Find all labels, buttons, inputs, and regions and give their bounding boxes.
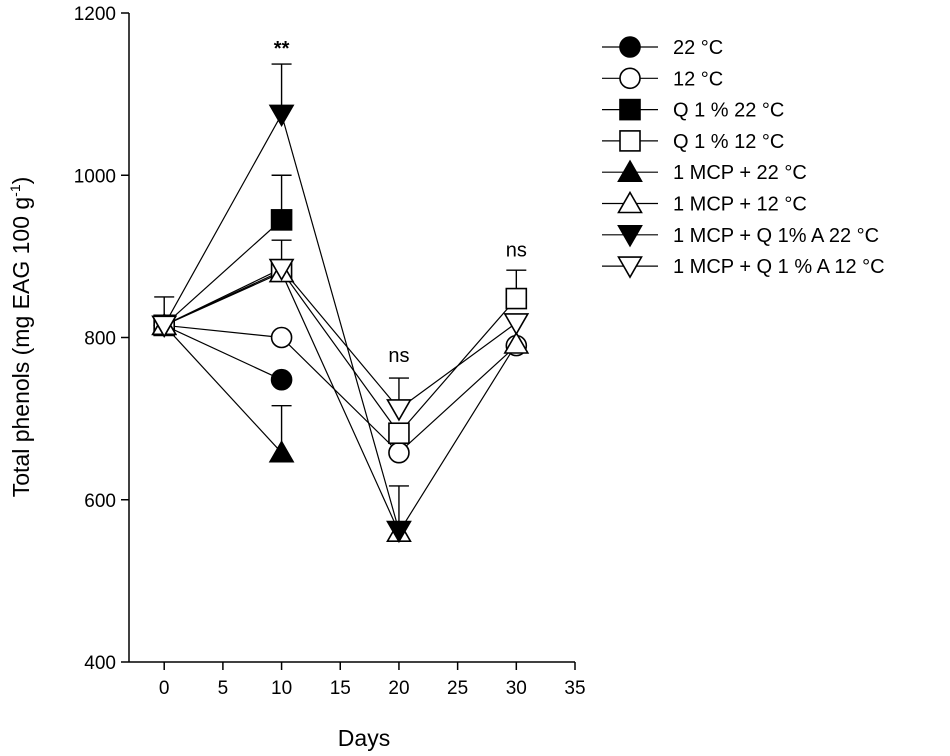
point-q-1-22-c-10	[270, 209, 293, 231]
point-12-c-10	[270, 326, 293, 349]
legend: 22 °C 12 °C Q 1 % 22 °C Q 1 % 12 °C 1 MCP + …	[602, 36, 885, 279]
y-tick-label-600: 600	[84, 491, 116, 512]
x-tick-label-35: 35	[564, 678, 585, 699]
series-line-1-mcp-q-1-a-12-c	[163, 267, 517, 410]
x-axis-title: Days	[338, 725, 390, 751]
y-tick-label-1200: 1200	[74, 4, 116, 25]
y-tick-label-800: 800	[84, 329, 116, 350]
x-tick-label-0: 0	[159, 678, 170, 699]
x-tick-label-15: 15	[330, 678, 351, 699]
y-tick-label-1000: 1000	[74, 166, 116, 187]
legend-label-1-mcp-12-c: 1 MCP + 12 °C	[673, 194, 807, 216]
legend-marker-q-1-12-c	[619, 130, 641, 152]
point-1-mcp-q-1-a-12-c-0	[151, 315, 178, 338]
error-bars	[154, 63, 527, 533]
x-tick-label-5: 5	[218, 678, 229, 699]
point-q-1-12-c-30	[505, 287, 528, 310]
annotations: ** ns ns	[274, 38, 527, 367]
series-lines	[163, 112, 517, 534]
series-line-q-1-22-c	[163, 219, 282, 326]
series-line-q-1-12-c	[163, 270, 517, 435]
x-tick-label-30: 30	[506, 678, 527, 699]
point-1-mcp-22-c-10	[268, 440, 295, 463]
legend-marker-1-mcp-22-c	[617, 159, 643, 182]
point-1-mcp-q-1-a-22-c-10	[268, 104, 295, 128]
point-1-mcp-q-1-a-12-c-30	[503, 313, 530, 336]
legend-label-1-mcp-q-1-a-12-c: 1 MCP + Q 1 % A 12 °C	[673, 256, 885, 278]
series-line-1-mcp-22-c	[163, 324, 283, 454]
legend-marker-22-c	[619, 36, 641, 58]
legend-label-q-1-12-c: Q 1 % 12 °C	[673, 131, 784, 153]
y-tick-label-400: 400	[84, 653, 116, 674]
legend-label-1-mcp-q-1-a-22-c: 1 MCP + Q 1% A 22 °C	[673, 225, 879, 247]
data-markers	[151, 104, 530, 544]
series-line-12-c	[164, 324, 517, 454]
legend-label-22-c: 22 °C	[673, 37, 723, 59]
point-1-mcp-q-1-a-12-c-10	[268, 258, 295, 282]
legend-marker-1-mcp-q-1-a-12-c	[617, 256, 643, 279]
point-1-mcp-12-c-30	[503, 331, 530, 354]
legend-marker-q-1-22-c	[619, 98, 641, 121]
point-1-mcp-q-1-a-22-c-20	[386, 520, 412, 544]
x-tick-label-25: 25	[447, 678, 468, 699]
point-12-c-20	[388, 441, 410, 464]
legend-label-12-c: 12 °C	[673, 68, 723, 90]
point-q-1-12-c-20	[388, 422, 410, 445]
y-axis-title: Total phenols (mg EAG 100 g-1)	[7, 177, 34, 498]
legend-marker-1-mcp-12-c	[617, 190, 643, 214]
point-22-c-10	[270, 368, 293, 391]
axes: 400 600 800 1000 1200 0 5 10 15 20 25 30 35	[74, 4, 586, 699]
series-line-1-mcp-12-c	[163, 271, 517, 534]
legend-marker-1-mcp-q-1-a-22-c	[617, 225, 643, 248]
legend-marker-12-c	[619, 67, 641, 90]
legend-label-q-1-22-c: Q 1 % 22 °C	[673, 100, 784, 122]
annotation-significance-0: **	[274, 38, 290, 60]
x-tick-label-10: 10	[271, 678, 292, 699]
x-tick-label-20: 20	[388, 678, 409, 699]
point-1-mcp-q-1-a-12-c-20	[386, 399, 412, 422]
legend-label-1-mcp-22-c: 1 MCP + 22 °C	[673, 162, 807, 184]
annotation-ns-1: ns	[388, 345, 409, 367]
series-line-22-c	[163, 324, 282, 381]
annotation-ns-2: ns	[506, 239, 527, 261]
